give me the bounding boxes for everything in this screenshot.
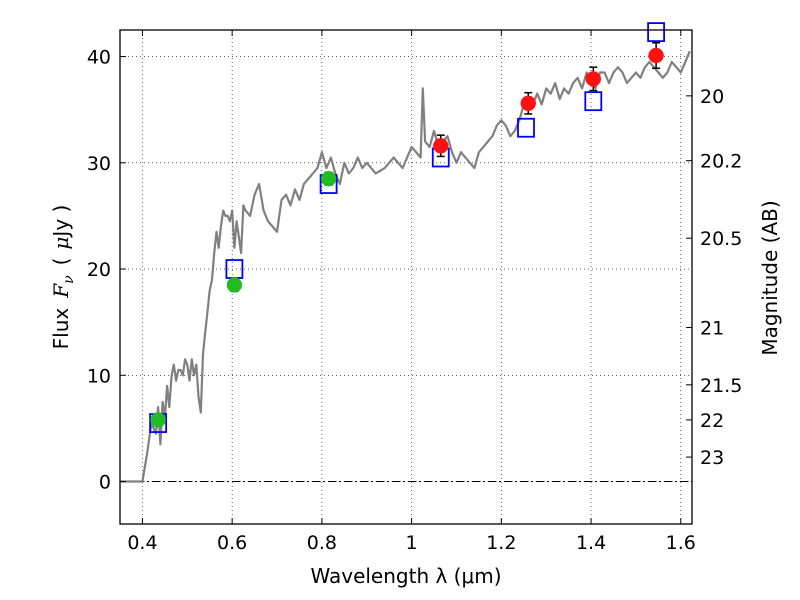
- y-axis-label-unit-mu: μ: [49, 237, 73, 250]
- y-right-tick-label: 20: [700, 86, 724, 108]
- observed-point: [226, 277, 243, 293]
- y-tick-label: 20: [87, 259, 111, 281]
- optical-photometry: [150, 170, 337, 428]
- observed-point: [585, 71, 602, 87]
- model-spectrum: [120, 50, 691, 483]
- y-axis-label: Flux Fν ( μJy ): [49, 205, 77, 350]
- model-photometry-square: [517, 117, 535, 138]
- y-axis-left: 0 10 20 30 40: [87, 47, 126, 494]
- plot-data: [120, 22, 691, 483]
- y-axis-label-prefix: Flux: [49, 308, 73, 350]
- observed-point: [320, 170, 337, 187]
- spectrum-line: [120, 50, 691, 483]
- observed-point: [433, 138, 449, 154]
- x-tick-label: 0.6: [217, 532, 247, 554]
- y-axis-right: 20 20.2 20.5 21 21.5 22 23: [686, 86, 742, 469]
- y-tick-label: 10: [87, 365, 111, 387]
- x-tick-label: 0.4: [127, 532, 157, 554]
- x-tick-label: 1.2: [486, 532, 516, 554]
- observed-point: [150, 412, 166, 428]
- model-photometry: [149, 22, 666, 433]
- y-right-tick-label: 22: [700, 410, 724, 432]
- near-infrared-photometry: [433, 41, 664, 158]
- x-tick-label: 1.4: [576, 532, 606, 554]
- y-right-tick-label: 20.2: [700, 151, 742, 173]
- x-axis: 0.4 0.6 0.8 1 1.2 1.4 1.6: [127, 30, 696, 554]
- model-photometry-square: [647, 22, 666, 43]
- y-right-tick-label: 20.5: [700, 228, 742, 250]
- grid-lines: [120, 30, 692, 524]
- model-photometry-square: [584, 91, 603, 112]
- y-axis-label-symbol: F: [49, 283, 73, 299]
- y-axis-label-subscript: ν: [61, 275, 77, 284]
- y-right-tick-label: 21: [700, 317, 724, 339]
- x-axis-label: Wavelength λ (μm): [310, 564, 501, 588]
- x-tick-label: 1.6: [666, 532, 696, 554]
- y-tick-label: 30: [87, 153, 111, 175]
- observed-point: [520, 95, 537, 112]
- y-tick-label: 40: [87, 47, 111, 69]
- y-axis-label-unit-rest: Jy ): [49, 205, 73, 239]
- observed-point: [648, 47, 664, 64]
- x-tick-label: 1: [406, 532, 418, 554]
- y-right-tick-label: 23: [700, 447, 724, 469]
- x-tick-label: 0.8: [307, 532, 337, 554]
- y-axis-label-unit-open: (: [49, 258, 73, 266]
- plot-frame: [119, 29, 693, 525]
- y-right-tick-label: 21.5: [700, 375, 742, 397]
- y-tick-label: 0: [99, 472, 111, 494]
- y-axis-right-label: Magnitude (AB): [758, 200, 782, 355]
